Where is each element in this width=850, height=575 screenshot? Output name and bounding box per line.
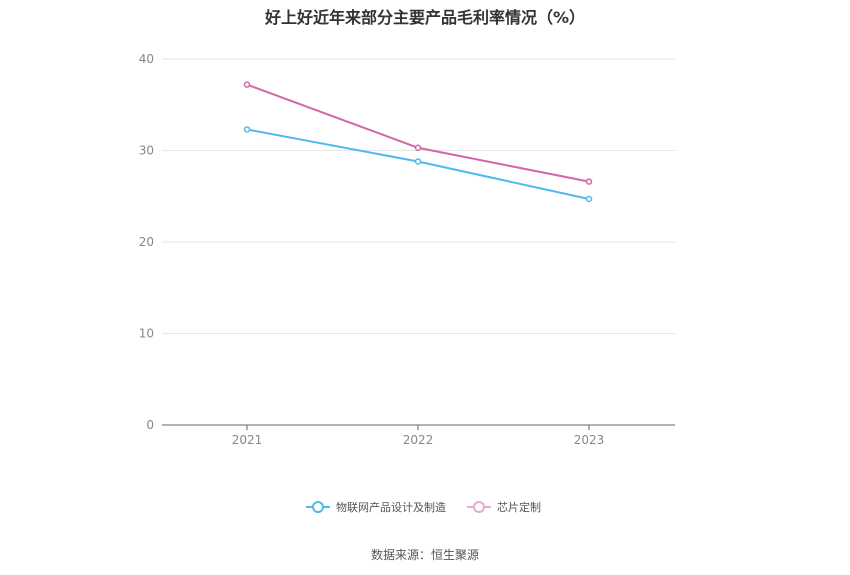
data-point[interactable] bbox=[585, 195, 593, 203]
data-point[interactable] bbox=[414, 158, 422, 165]
legend-item-label[interactable]: 芯片定制 bbox=[497, 500, 541, 514]
y-tick-label: 30 bbox=[139, 144, 154, 158]
axes: 0 10 20 30 40 2021 2022 2023 bbox=[139, 52, 675, 447]
y-tick-label: 20 bbox=[139, 235, 154, 249]
y-tick-label: 40 bbox=[139, 52, 154, 66]
data-point[interactable] bbox=[585, 178, 593, 185]
series-line-1 bbox=[246, 83, 590, 183]
x-tick-label: 2023 bbox=[574, 433, 605, 447]
y-tick-label: 0 bbox=[146, 418, 154, 432]
legend-marker bbox=[312, 501, 324, 513]
source-note: 数据来源：恒生聚源 bbox=[370, 548, 479, 562]
legend-item-label[interactable]: 物联网产品设计及制造 bbox=[336, 500, 446, 514]
y-tick-label: 10 bbox=[139, 327, 154, 341]
legend: 物联网产品设计及制造 芯片定制 bbox=[306, 500, 541, 514]
chart-title: 好上好近年来部分主要产品毛利率情况（%） bbox=[264, 8, 586, 27]
legend-marker bbox=[473, 501, 485, 513]
data-point[interactable] bbox=[243, 126, 251, 133]
x-tick-label: 2021 bbox=[232, 433, 263, 447]
x-tick-label: 2022 bbox=[403, 433, 434, 447]
data-point[interactable] bbox=[414, 144, 422, 152]
data-point[interactable] bbox=[243, 81, 251, 88]
series-layer bbox=[243, 81, 593, 203]
grid-lines bbox=[162, 58, 675, 334]
